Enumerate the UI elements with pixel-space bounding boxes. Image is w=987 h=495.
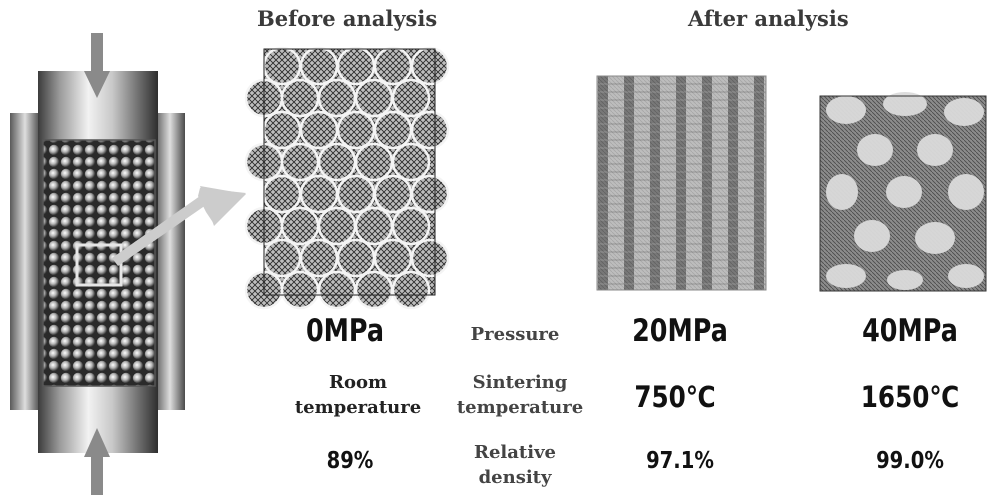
pressure-value-20mpa: 20MPa	[632, 313, 728, 349]
relative-density-label: Relative density	[450, 440, 580, 490]
press-apparatus	[10, 71, 185, 453]
sintering-label-line1: Sintering	[472, 372, 568, 393]
density-value-before: 89%	[326, 448, 374, 474]
pressure-value-40mpa: 40MPa	[862, 313, 958, 349]
sintering-value-20mpa: 750℃	[634, 380, 716, 414]
after-analysis-heading: After analysis	[688, 6, 849, 31]
magnify-pointer-arrow-icon	[112, 186, 246, 266]
room-temperature-line1: Room	[328, 372, 388, 393]
micrograph-before	[244, 46, 450, 310]
powder-chamber	[43, 140, 155, 386]
bottom-load-arrow-icon	[84, 428, 110, 495]
sintering-value-before: Room temperature	[283, 370, 433, 420]
sintering-value-40mpa: 1650℃	[860, 380, 960, 414]
density-value-40mpa: 99.0%	[876, 448, 944, 474]
magnified-region	[75, 243, 123, 287]
room-temperature-line2: temperature	[294, 397, 422, 418]
density-label-line2: density	[478, 467, 552, 488]
pressure-value-before: 0MPa	[305, 313, 385, 349]
density-value-20mpa: 97.1%	[646, 448, 714, 474]
pressure-label: Pressure	[470, 324, 560, 345]
top-load-arrow-icon	[84, 33, 110, 98]
right-side-plate	[155, 113, 185, 410]
sintering-label-line2: temperature	[456, 397, 584, 418]
chamber-border	[42, 139, 156, 387]
before-analysis-heading: Before analysis	[257, 6, 438, 31]
density-label-line1: Relative	[474, 442, 556, 463]
sintering-temperature-label: Sintering temperature	[445, 370, 595, 420]
micrograph-40mpa	[819, 92, 987, 292]
left-side-plate	[10, 113, 40, 410]
micrograph-20mpa	[596, 75, 767, 291]
